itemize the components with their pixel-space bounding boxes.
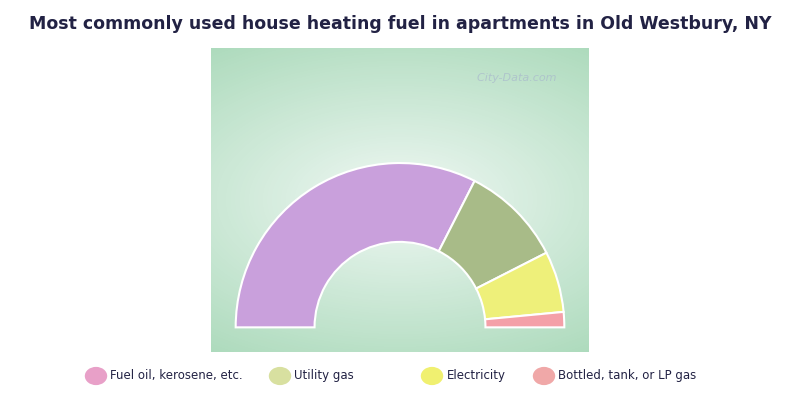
Ellipse shape [143,58,657,342]
Ellipse shape [331,162,469,238]
Ellipse shape [308,149,492,251]
Text: City-Data.com: City-Data.com [470,73,556,83]
Ellipse shape [78,22,722,378]
Ellipse shape [129,50,671,350]
Ellipse shape [377,187,423,213]
Ellipse shape [258,121,542,279]
Ellipse shape [97,32,703,368]
Ellipse shape [226,104,574,296]
Ellipse shape [138,55,662,345]
Ellipse shape [207,93,593,307]
Ellipse shape [157,65,643,335]
Ellipse shape [70,17,730,383]
Text: Most commonly used house heating fuel in apartments in Old Westbury, NY: Most commonly used house heating fuel in… [29,15,771,33]
Text: Bottled, tank, or LP gas: Bottled, tank, or LP gas [558,370,697,382]
Ellipse shape [350,172,450,228]
Ellipse shape [249,116,551,284]
Ellipse shape [382,190,418,210]
Ellipse shape [216,98,584,302]
Ellipse shape [533,367,555,385]
Ellipse shape [386,192,414,208]
Ellipse shape [234,108,566,292]
Ellipse shape [340,167,460,233]
Wedge shape [485,312,564,327]
Ellipse shape [269,367,291,385]
Ellipse shape [110,40,690,360]
Ellipse shape [322,157,478,243]
Ellipse shape [395,198,405,202]
Ellipse shape [152,63,648,337]
Ellipse shape [373,185,427,215]
Ellipse shape [74,20,726,380]
Wedge shape [476,253,563,319]
Ellipse shape [85,367,107,385]
Ellipse shape [102,35,698,365]
Ellipse shape [391,195,409,205]
Ellipse shape [421,367,443,385]
Ellipse shape [271,129,529,271]
Wedge shape [236,163,474,327]
Ellipse shape [267,126,533,274]
Ellipse shape [46,4,754,396]
Ellipse shape [239,111,561,289]
Ellipse shape [253,119,547,281]
Ellipse shape [294,142,506,258]
Ellipse shape [198,88,602,312]
Ellipse shape [363,180,437,220]
Ellipse shape [244,114,556,286]
Ellipse shape [106,38,694,362]
Text: Utility gas: Utility gas [294,370,354,382]
Ellipse shape [175,76,625,324]
Ellipse shape [92,30,708,370]
Wedge shape [438,181,546,288]
Ellipse shape [60,12,740,388]
Ellipse shape [120,45,680,355]
Ellipse shape [83,25,717,375]
Ellipse shape [147,60,653,340]
Ellipse shape [42,2,758,398]
Text: Electricity: Electricity [446,370,506,382]
Ellipse shape [189,83,611,317]
Ellipse shape [166,70,634,330]
Ellipse shape [285,136,515,264]
Ellipse shape [299,144,501,256]
Text: Fuel oil, kerosene, etc.: Fuel oil, kerosene, etc. [110,370,243,382]
Ellipse shape [358,177,442,223]
Ellipse shape [290,139,510,261]
Ellipse shape [368,182,432,218]
Ellipse shape [161,68,639,332]
Ellipse shape [281,134,519,266]
Ellipse shape [276,132,524,268]
Ellipse shape [318,154,482,246]
Ellipse shape [37,0,763,400]
Ellipse shape [336,164,464,236]
Ellipse shape [303,147,497,253]
Ellipse shape [170,73,630,327]
Ellipse shape [51,7,749,393]
Ellipse shape [88,27,712,373]
Ellipse shape [202,91,598,309]
Ellipse shape [212,96,588,304]
Ellipse shape [179,78,621,322]
Ellipse shape [134,53,666,347]
Ellipse shape [262,124,538,276]
Ellipse shape [184,81,616,319]
Ellipse shape [194,86,606,314]
Ellipse shape [313,152,487,248]
Ellipse shape [326,159,474,241]
Ellipse shape [230,106,570,294]
Ellipse shape [345,170,455,230]
Ellipse shape [125,48,675,352]
Ellipse shape [55,10,745,390]
Ellipse shape [354,175,446,225]
Ellipse shape [115,42,685,358]
Ellipse shape [65,14,735,386]
Ellipse shape [221,101,579,299]
